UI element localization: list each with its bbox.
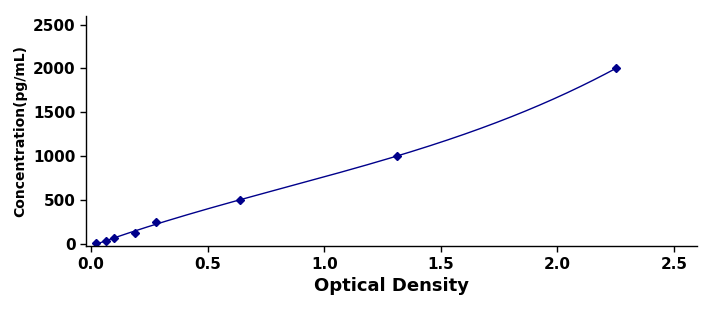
X-axis label: Optical Density: Optical Density (314, 277, 470, 295)
Y-axis label: Concentration(pg/mL): Concentration(pg/mL) (14, 45, 28, 217)
